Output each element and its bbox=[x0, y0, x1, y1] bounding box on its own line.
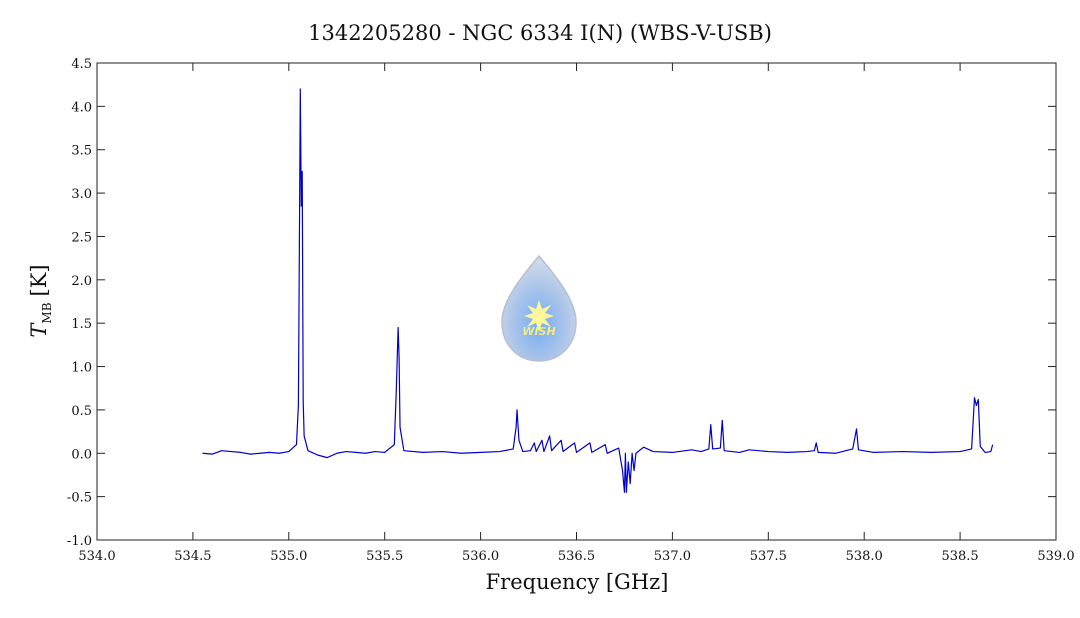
x-tick-label: 535.0 bbox=[270, 549, 307, 564]
chart-title: 1342205280 - NGC 6334 I(N) (WBS-V-USB) bbox=[308, 21, 772, 45]
x-tick-label: 536.5 bbox=[558, 549, 595, 564]
x-tick-label: 534.5 bbox=[174, 549, 211, 564]
x-axis-label: Frequency [GHz] bbox=[486, 570, 669, 594]
watermark-text: WISH bbox=[522, 325, 555, 338]
y-tick-label: 4.5 bbox=[71, 57, 92, 72]
y-tick-label: 0.5 bbox=[71, 404, 92, 419]
x-tick-label: 535.5 bbox=[366, 549, 403, 564]
y-tick-label: 3.5 bbox=[71, 144, 92, 159]
y-tick-label: 2.5 bbox=[71, 230, 92, 245]
x-tick-label: 538.0 bbox=[846, 549, 883, 564]
x-tick-label: 538.5 bbox=[941, 549, 978, 564]
x-tick-label: 534.0 bbox=[78, 549, 115, 564]
y-tick-label: 0.0 bbox=[71, 447, 92, 462]
y-tick-label: 2.0 bbox=[71, 274, 92, 289]
y-tick-label: 1.0 bbox=[71, 361, 92, 376]
y-tick-label: 3.0 bbox=[71, 187, 92, 202]
plot-frame bbox=[96, 62, 1057, 541]
y-label-subscript: MB bbox=[40, 302, 54, 323]
x-tick-label: 537.0 bbox=[654, 549, 691, 564]
x-tick-label: 536.0 bbox=[462, 549, 499, 564]
watermark: WISH bbox=[501, 254, 577, 362]
y-axis-label: TMB [K] bbox=[27, 264, 54, 337]
y-label-unit: [K] bbox=[27, 264, 51, 296]
y-label-symbol: T bbox=[27, 322, 51, 338]
watermark-star bbox=[524, 300, 554, 332]
y-tick-label: -0.5 bbox=[67, 491, 92, 506]
y-tick-label: 1.5 bbox=[71, 317, 92, 332]
y-tick-label: 4.0 bbox=[71, 100, 92, 115]
x-tick-label: 537.5 bbox=[750, 549, 787, 564]
y-tick-label: -1.0 bbox=[67, 534, 92, 549]
x-tick-label: 539.0 bbox=[1037, 549, 1074, 564]
spectrum-line bbox=[202, 88, 994, 493]
